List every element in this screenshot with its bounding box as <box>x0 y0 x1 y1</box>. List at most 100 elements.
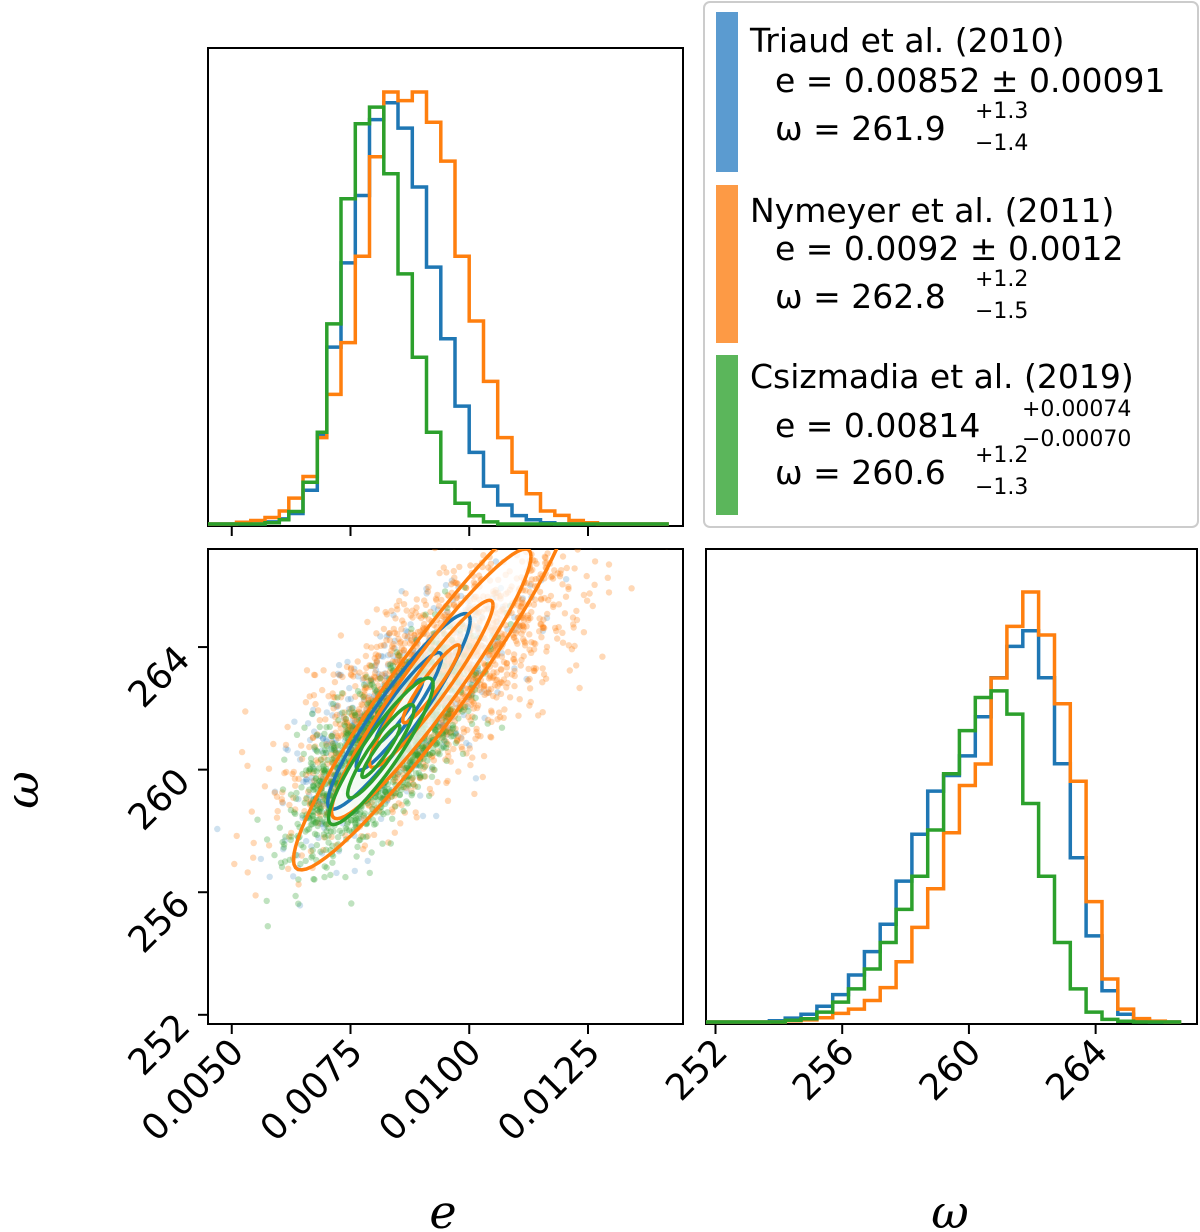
scatter-point <box>432 728 439 735</box>
scatter-point <box>379 840 386 847</box>
scatter-point <box>403 762 411 769</box>
scatter-point <box>472 671 480 679</box>
scatter-point <box>470 699 478 707</box>
scatter-point <box>492 661 499 668</box>
scatter-point <box>438 734 446 741</box>
scatter-point <box>434 750 441 757</box>
scatter-point <box>409 607 416 614</box>
scatter-point <box>354 688 362 695</box>
scatter-point <box>391 629 398 636</box>
scatter-point <box>321 863 328 870</box>
scatter-point <box>443 728 451 736</box>
scatter-point <box>328 746 335 753</box>
scatter-point <box>341 709 348 716</box>
scatter-point <box>408 637 415 644</box>
scatter-point <box>527 698 534 706</box>
scatter-point <box>373 658 381 665</box>
scatter-point <box>437 719 444 726</box>
scatter-point <box>361 685 368 692</box>
scatter-point <box>364 857 371 865</box>
scatter-point <box>355 837 363 844</box>
scatter-point <box>331 694 339 701</box>
scatter-point <box>348 817 355 824</box>
scatter-point <box>291 718 298 725</box>
scatter-point <box>303 837 310 845</box>
contour-line <box>291 549 559 872</box>
omega-histogram-layer <box>706 590 1182 1024</box>
scatter-point <box>494 682 501 690</box>
scatter-point <box>460 706 468 713</box>
legend-omega-nymeyer: ω = 262.8 <box>775 277 946 316</box>
scatter-point <box>562 593 570 600</box>
scatter-point <box>401 809 409 816</box>
scatter-point <box>393 649 400 656</box>
scatter-point <box>380 787 387 794</box>
scatter-point <box>519 599 526 606</box>
scatter-point <box>526 631 533 638</box>
scatter-point <box>316 723 323 731</box>
scatter-point <box>520 617 527 624</box>
scatter-point <box>422 762 429 769</box>
scatter-point <box>366 693 373 700</box>
scatter-point <box>557 570 564 577</box>
scatter-point <box>459 745 466 753</box>
scatter-point <box>440 714 448 722</box>
scatter-point <box>481 714 488 722</box>
scatter-point <box>313 831 321 839</box>
legend-e-triaud: e = 0.00852 ± 0.00091 <box>775 61 1166 100</box>
scatter-point <box>355 708 362 716</box>
scatter-point <box>421 612 429 620</box>
scatter-point <box>360 681 368 688</box>
scatter-point <box>391 829 398 836</box>
scatter-point <box>261 783 269 790</box>
scatter-point <box>298 742 305 749</box>
scatter-point <box>348 816 355 824</box>
scatter-point <box>244 762 251 769</box>
scatter-point <box>380 625 388 633</box>
scatter-point <box>539 679 546 686</box>
scatter-point <box>406 759 413 767</box>
scatter-point <box>467 761 474 769</box>
scatter-point <box>511 667 518 675</box>
scatter-point <box>303 667 311 674</box>
scatter-point <box>320 667 327 674</box>
scatter-point <box>305 767 312 775</box>
scatter-point <box>303 776 310 783</box>
scatter-point <box>407 636 415 643</box>
scatter-point <box>295 900 302 907</box>
scatter-point <box>559 553 567 560</box>
scatter-point <box>319 773 326 781</box>
scatter-point <box>396 652 403 659</box>
scatter-point <box>417 540 423 546</box>
scatter-point <box>445 741 452 748</box>
scatter-point <box>492 528 498 534</box>
scatter-point <box>382 608 389 616</box>
scatter-point <box>306 743 313 751</box>
scatter-point <box>302 699 310 706</box>
y-tick-label-omega: 256 <box>121 884 199 962</box>
scatter-point <box>320 766 327 773</box>
legend-title-triaud: Triaud et al. (2010) <box>749 21 1064 60</box>
scatter-point <box>433 597 440 604</box>
scatter-point <box>356 690 363 698</box>
scatter-point <box>474 732 482 739</box>
scatter-point <box>490 669 497 676</box>
scatter-point <box>317 848 324 855</box>
scatter-point <box>328 732 335 740</box>
scatter-point <box>356 669 363 676</box>
scatter-point <box>318 818 326 825</box>
scatter-point <box>549 575 557 582</box>
scatter-point <box>323 864 330 871</box>
scatter-point <box>332 749 340 757</box>
scatter-point <box>324 756 331 764</box>
scatter-point <box>297 860 304 868</box>
scatter-point <box>485 564 492 571</box>
scatter-point <box>319 735 327 742</box>
scatter-point <box>377 633 384 640</box>
scatter-point <box>355 815 362 822</box>
scatter-point <box>496 680 503 687</box>
scatter-point <box>506 694 514 701</box>
scatter-point <box>538 634 545 641</box>
legend-omega-csizmadia: ω = 260.6 <box>775 453 946 492</box>
